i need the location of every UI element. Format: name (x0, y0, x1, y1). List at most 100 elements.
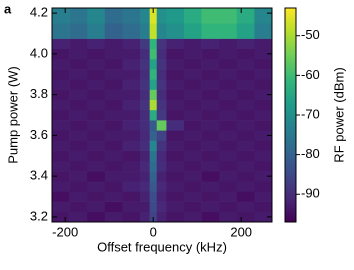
heatmap-cell (140, 171, 150, 182)
heatmap-cell (184, 48, 202, 60)
heatmap-cell (254, 109, 273, 121)
heatmap-cell (140, 99, 150, 111)
heatmap-cell (52, 160, 70, 172)
heatmap-cell (156, 120, 167, 131)
heatmap-cell (149, 89, 158, 101)
heatmap-cell (219, 79, 238, 90)
heatmap-cell (201, 201, 220, 213)
heatmap-cell (149, 69, 158, 80)
heatmap-cell (254, 48, 273, 60)
heatmap-cell (122, 201, 141, 213)
heatmap-cell (69, 171, 88, 182)
heatmap-cell (184, 69, 202, 80)
heatmap-cell (149, 120, 158, 131)
heatmap-cell (184, 89, 202, 101)
heatmap-cell (166, 89, 185, 101)
heatmap-cell (166, 140, 185, 151)
heatmap-cell (184, 181, 202, 192)
y-tick-label: 3.2 (30, 208, 48, 223)
heatmap-cell (236, 150, 255, 162)
heatmap-cell (52, 23, 70, 39)
heatmap-cell (236, 140, 255, 151)
heatmap-cell (140, 79, 150, 90)
heatmap-cell (69, 150, 88, 162)
heatmap-cell (156, 160, 167, 172)
heatmap-cell (87, 171, 106, 182)
heatmap-cell (104, 38, 123, 50)
heatmap-cell (254, 89, 273, 101)
heatmap-cell (184, 191, 202, 202)
heatmap-cell (122, 89, 141, 101)
heatmap-cell (219, 191, 238, 202)
heatmap-cell (122, 23, 141, 39)
heatmap-cell (184, 150, 202, 162)
heatmap-cell (52, 150, 70, 162)
heatmap-cell (219, 150, 238, 162)
heatmap-cell (140, 38, 150, 50)
heatmap-cell (184, 23, 202, 39)
y-tick-label: 3.6 (30, 127, 48, 142)
heatmap-cell (236, 38, 255, 50)
heatmap-cell (69, 8, 88, 24)
heatmap-cell (52, 181, 70, 192)
heatmap-cell (140, 201, 150, 213)
heatmap-cell (52, 38, 70, 50)
heatmap-cell (184, 140, 202, 151)
heatmap-cell (201, 48, 220, 60)
heatmap-cell (104, 79, 123, 90)
heatmap-cell (236, 160, 255, 172)
heatmap-cell (52, 99, 70, 111)
heatmap-cell (166, 23, 185, 39)
heatmap-cell (122, 120, 141, 131)
heatmap-cell (166, 99, 185, 111)
heatmap-cell (52, 8, 70, 24)
heatmap-cell (122, 79, 141, 90)
colorbar-tick-label: -70 (301, 106, 320, 121)
heatmap-cell (52, 69, 70, 80)
heatmap-cell (87, 48, 106, 60)
heatmap-cell (254, 181, 273, 192)
heatmap-cell (104, 109, 123, 121)
heatmap-cell (87, 69, 106, 80)
heatmap-cell (201, 38, 220, 50)
heatmap-cell (104, 120, 123, 131)
heatmap-cell (236, 69, 255, 80)
heatmap-cell (104, 191, 123, 202)
heatmap-cell (52, 79, 70, 90)
heatmap-cell (156, 109, 167, 121)
heatmap-cell (236, 58, 255, 70)
heatmap-cell (236, 23, 255, 39)
heatmap-cell (104, 23, 123, 39)
heatmap-cell (87, 109, 106, 121)
heatmap-cell (219, 69, 238, 80)
heatmap-cell (166, 120, 185, 131)
colorbar-tick-label: -90 (301, 186, 320, 201)
heatmap-cell (87, 130, 106, 141)
heatmap-cell (140, 48, 150, 60)
heatmap-cell (184, 58, 202, 70)
colorbar-tick-label: -60 (301, 67, 320, 82)
heatmap-cell (219, 130, 238, 141)
heatmap-cell (69, 69, 88, 80)
heatmap-cell (219, 120, 238, 131)
x-tick-label: 0 (150, 224, 157, 239)
x-tick-label: 200 (230, 224, 252, 239)
heatmap-cell (52, 140, 70, 151)
heatmap-cell (219, 89, 238, 101)
heatmap-cell (184, 99, 202, 111)
heatmap-cell (149, 171, 158, 182)
heatmap-cell (104, 171, 123, 182)
heatmap-cell (219, 140, 238, 151)
heatmap-cell (87, 201, 106, 213)
heatmap-cell (87, 181, 106, 192)
plot-frame (51, 7, 273, 223)
heatmap-cell (184, 130, 202, 141)
heatmap-cell (156, 140, 167, 151)
heatmap-cell (254, 23, 273, 39)
heatmap-cell (69, 191, 88, 202)
heatmap-cell (201, 211, 220, 223)
heatmap-cell (69, 109, 88, 121)
heatmap-cell (52, 120, 70, 131)
heatmap-cell (166, 48, 185, 60)
